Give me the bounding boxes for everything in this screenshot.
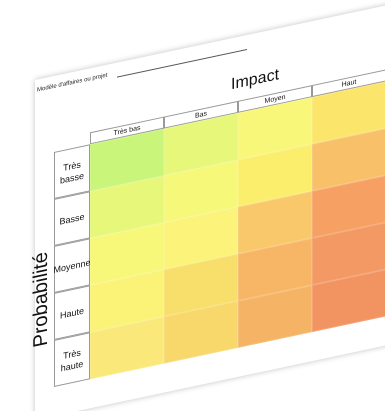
project-label: Modèle d'affaires ou projet — [37, 72, 108, 94]
impact-title: Impact — [231, 66, 280, 94]
project-input-line[interactable] — [117, 48, 247, 78]
row-header: Très basse — [54, 144, 90, 199]
row-header: Moyenne — [53, 238, 91, 293]
paper-page: Modèle d'affaires ou projet Impact Proba… — [30, 0, 385, 411]
row-header: Haute — [54, 285, 90, 340]
row-header: Très haute — [54, 332, 90, 387]
probability-title: Probabilité — [30, 249, 52, 350]
row-header: Basse — [54, 191, 90, 246]
